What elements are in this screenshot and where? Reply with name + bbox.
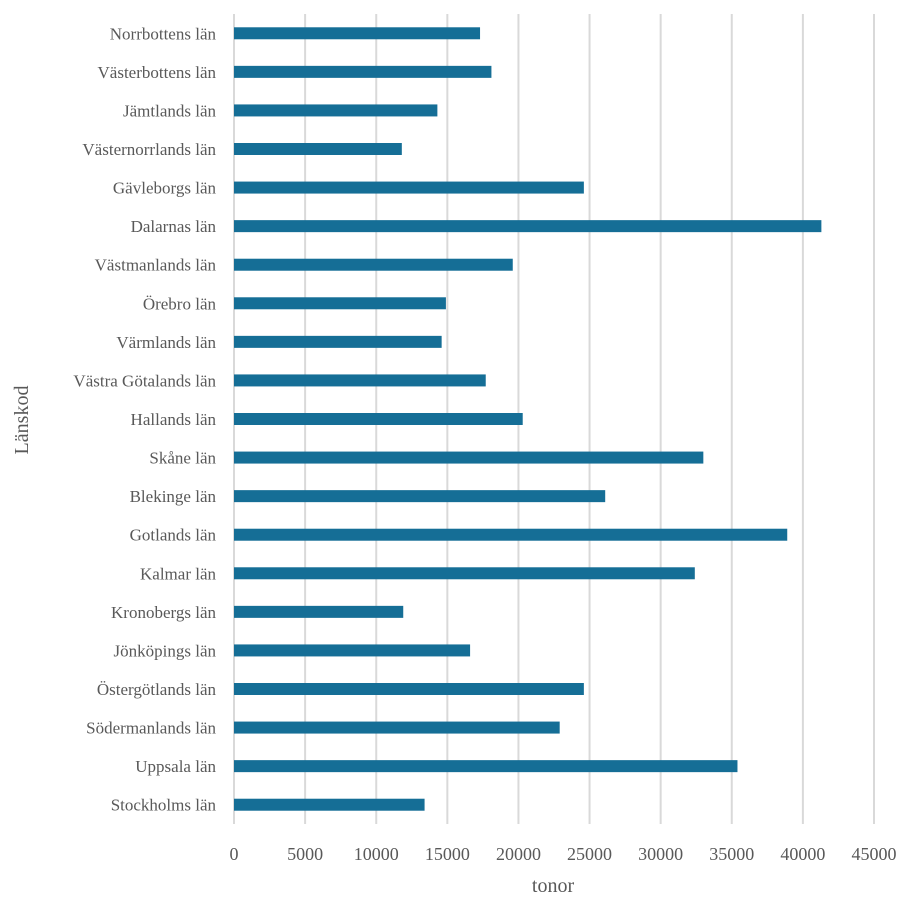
x-tick-labels: 0 5000 10000 15000 20000 25000 30000 35000 40000…: [230, 844, 897, 864]
bars: [234, 27, 822, 811]
category-label: Uppsala län: [135, 757, 216, 776]
bar: [234, 760, 738, 773]
bar: [234, 104, 438, 117]
bar: [234, 65, 492, 78]
bar: [234, 297, 446, 310]
category-label: Gävleborgs län: [113, 179, 217, 198]
bar: [234, 374, 486, 387]
bar: [234, 413, 523, 425]
category-label: Dalarnas län: [131, 217, 217, 236]
x-tick-label: 30000: [638, 844, 683, 864]
category-label: Jämtlands län: [123, 101, 217, 120]
bar: [234, 258, 513, 271]
bar: [234, 798, 425, 811]
category-label: Stockholms län: [111, 796, 217, 815]
category-label: Västmanlands län: [95, 256, 217, 275]
x-tick-label: 45000: [852, 844, 897, 864]
bar: [234, 721, 560, 734]
bar: [234, 181, 584, 194]
category-label: Västerbottens län: [98, 63, 217, 82]
bar: [234, 335, 442, 348]
x-tick-label: 0: [230, 844, 239, 864]
bar: [234, 143, 402, 155]
category-label: Kronobergs län: [111, 603, 216, 622]
category-label: Västernorrlands län: [82, 140, 216, 159]
category-label: Jönköpings län: [114, 641, 217, 660]
y-axis-title: Länskod: [11, 386, 33, 455]
category-label: Hallands län: [131, 410, 217, 429]
bar: [234, 644, 471, 657]
category-label: Östergötlands län: [97, 680, 217, 699]
x-tick-label: 20000: [496, 844, 541, 864]
category-label: Västra Götalands län: [73, 371, 216, 390]
bar: [234, 605, 404, 618]
x-tick-label: 40000: [780, 844, 825, 864]
bar: [234, 220, 822, 233]
x-tick-label: 35000: [709, 844, 754, 864]
category-label: Kalmar län: [140, 564, 216, 583]
bar: [234, 27, 481, 40]
bar: [234, 528, 788, 541]
x-axis-title: tonor: [532, 875, 575, 897]
category-label: Örebro län: [143, 294, 217, 313]
category-label: Skåne län: [149, 449, 216, 468]
bar: [234, 490, 606, 503]
x-tick-label: 15000: [425, 844, 470, 864]
category-label: Värmlands län: [116, 333, 216, 352]
bar: [234, 567, 695, 580]
category-label: Södermanlands län: [86, 719, 216, 738]
x-tick-label: 5000: [287, 844, 323, 864]
category-label: Gotlands län: [130, 526, 217, 545]
bar: [234, 683, 584, 695]
category-label: Blekinge län: [130, 487, 217, 506]
category-label: Norrbottens län: [110, 24, 217, 43]
bar: [234, 451, 704, 464]
x-tick-label: 25000: [567, 844, 612, 864]
category-labels: Norrbottens län Västerbottens län Jämtland…: [73, 24, 216, 814]
x-tick-label: 10000: [354, 844, 399, 864]
